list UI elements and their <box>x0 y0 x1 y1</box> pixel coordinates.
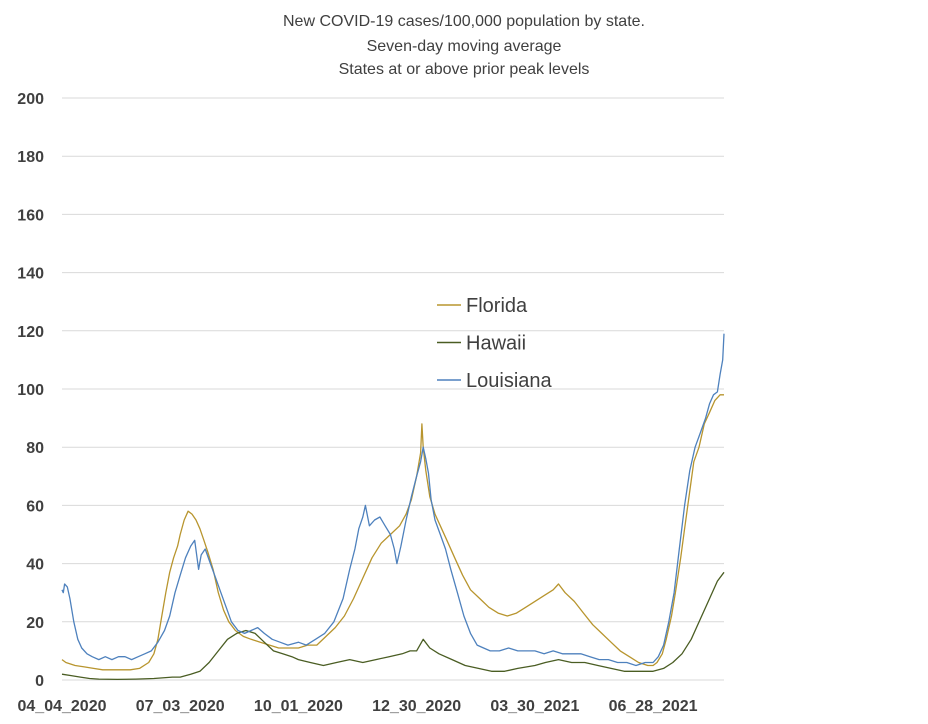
legend-label-florida: Florida <box>466 295 528 317</box>
chart-title-line-1: New COVID-19 cases/100,000 population by… <box>283 13 645 30</box>
chart-title-line-3: States at or above prior peak levels <box>339 61 590 78</box>
y-tick-label: 120 <box>17 324 44 341</box>
y-tick-label: 20 <box>26 615 44 632</box>
legend-label-louisiana: Louisiana <box>466 370 553 392</box>
y-tick-label: 140 <box>17 266 44 283</box>
plot-area <box>61 333 725 681</box>
x-axis: 04_04_2020 07_03_2020 10_01_2020 12_30_2020… <box>18 679 724 715</box>
y-tick-label: 160 <box>17 207 44 224</box>
y-tick-label: 0 <box>35 673 44 690</box>
y-tick-label: 60 <box>26 498 44 515</box>
legend-label-hawaii: Hawaii <box>466 333 526 355</box>
x-tick-label: 07_03_2020 <box>136 698 225 715</box>
x-tick-label: 12_30_2020 <box>372 698 461 715</box>
x-tick-label: 04_04_2020 <box>18 698 107 715</box>
legend: Florida Hawaii Louisiana <box>437 295 553 392</box>
x-tick-label: 03_30_2021 <box>490 698 579 715</box>
y-tick-label: 180 <box>17 149 44 166</box>
y-axis: 0 20 40 60 80 100 120 140 160 180 200 <box>17 91 44 690</box>
chart-title: New COVID-19 cases/100,000 population by… <box>283 13 645 78</box>
x-tick-label: 06_28_2021 <box>609 698 698 715</box>
gridlines <box>62 97 724 681</box>
y-tick-label: 200 <box>17 91 44 108</box>
series-line-louisiana <box>61 333 725 667</box>
y-tick-label: 40 <box>26 557 44 574</box>
x-tick-label: 10_01_2020 <box>254 698 343 715</box>
y-tick-label: 100 <box>17 382 44 399</box>
series-line-florida <box>61 394 724 671</box>
chart-title-line-2: Seven-day moving average <box>367 38 562 55</box>
series-line-hawaii <box>61 571 725 681</box>
y-tick-label: 80 <box>26 440 44 457</box>
